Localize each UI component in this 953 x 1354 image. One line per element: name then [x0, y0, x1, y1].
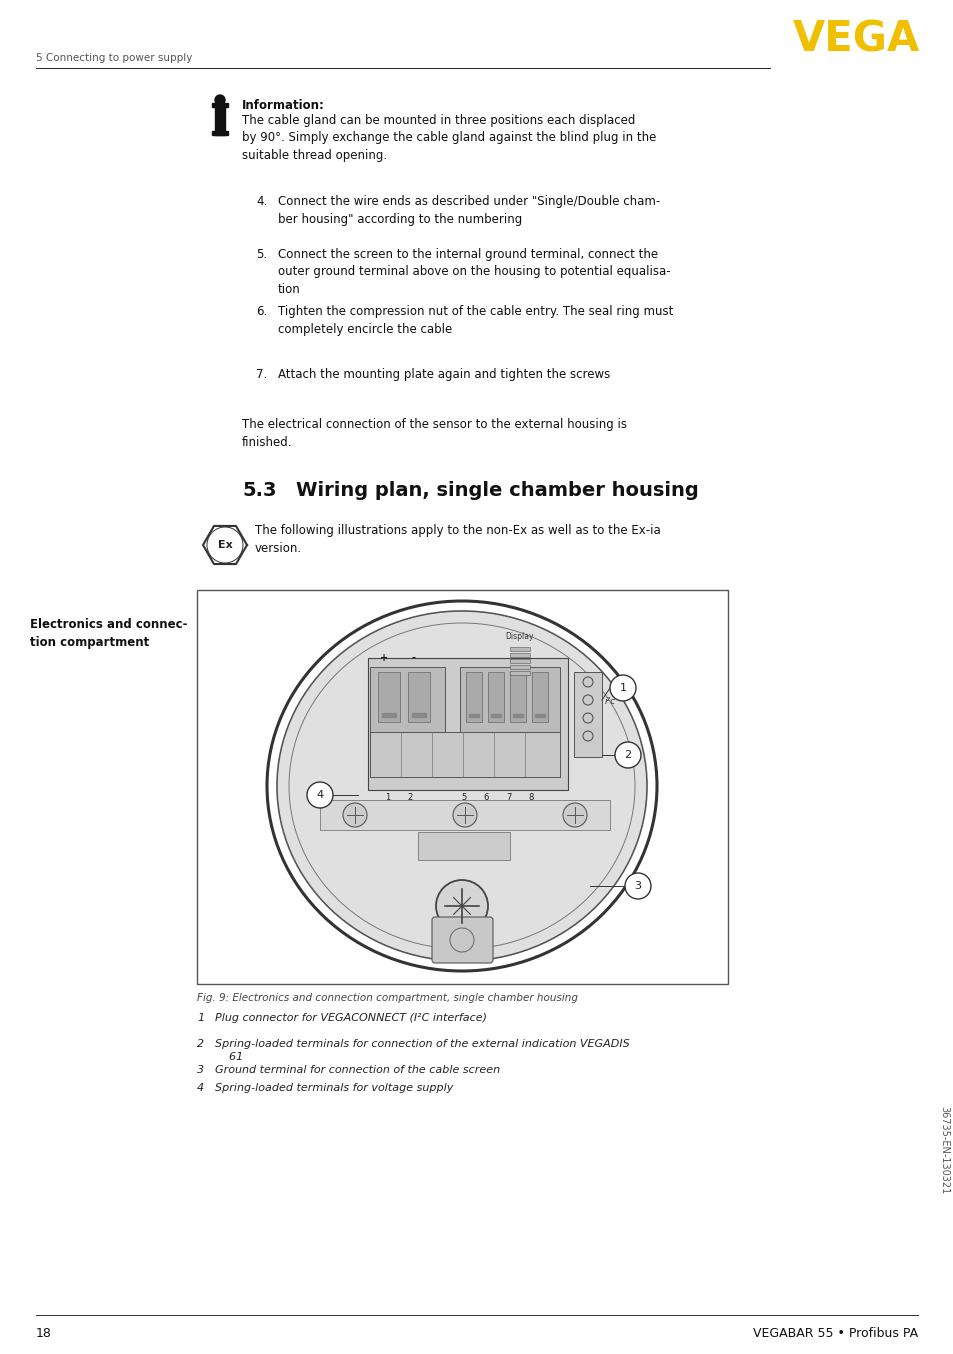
Bar	[412, 714, 426, 718]
Text: Information:: Information:	[242, 99, 325, 112]
Text: 2: 2	[196, 1039, 204, 1049]
Bar	[319, 800, 609, 830]
Bar	[510, 665, 530, 669]
Bar	[510, 672, 525, 722]
Bar	[488, 672, 503, 722]
Bar	[513, 714, 522, 718]
Circle shape	[615, 742, 640, 768]
Ellipse shape	[277, 612, 645, 960]
Bar	[370, 733, 559, 777]
Text: VEGA: VEGA	[792, 18, 919, 60]
Circle shape	[624, 873, 650, 899]
Text: Spring-loaded terminals for voltage supply: Spring-loaded terminals for voltage supp…	[214, 1083, 453, 1093]
Text: 36735-EN-130321: 36735-EN-130321	[938, 1106, 948, 1194]
Text: 2: 2	[624, 750, 631, 760]
Text: The following illustrations apply to the non-Ex as well as to the Ex-ia
version.: The following illustrations apply to the…	[254, 524, 660, 555]
Text: Fig. 9: Electronics and connection compartment, single chamber housing: Fig. 9: Electronics and connection compa…	[196, 992, 578, 1003]
Bar	[196, 590, 727, 984]
Bar	[459, 668, 559, 733]
Text: Display: Display	[505, 632, 534, 640]
Circle shape	[453, 803, 476, 827]
Text: Spring-loaded terminals for connection of the external indication VEGADIS
    61: Spring-loaded terminals for connection o…	[214, 1039, 629, 1062]
Text: 6: 6	[483, 793, 488, 802]
Bar	[370, 668, 444, 733]
Text: 1: 1	[385, 793, 390, 802]
Text: 5.3: 5.3	[242, 481, 276, 500]
Text: Connect the screen to the internal ground terminal, connect the
outer ground ter: Connect the screen to the internal groun…	[277, 248, 670, 297]
Text: 8: 8	[528, 793, 533, 802]
Circle shape	[436, 880, 488, 932]
Text: 5 Connecting to power supply: 5 Connecting to power supply	[36, 53, 193, 64]
Bar	[535, 714, 544, 718]
Text: -: -	[412, 653, 416, 663]
Circle shape	[343, 803, 367, 827]
Text: Attach the mounting plate again and tighten the screws: Attach the mounting plate again and tigh…	[277, 368, 610, 380]
Text: 5: 5	[461, 793, 466, 802]
Text: 1: 1	[196, 1013, 204, 1024]
Bar	[368, 658, 567, 789]
Bar	[465, 672, 481, 722]
Text: 4: 4	[316, 789, 323, 800]
Bar	[510, 647, 530, 651]
Bar	[381, 714, 395, 718]
Circle shape	[562, 803, 586, 827]
Text: 4: 4	[196, 1083, 204, 1093]
Text: 7: 7	[506, 793, 511, 802]
Circle shape	[214, 95, 225, 106]
Text: Connect the wire ends as described under "Single/Double cham-
ber housing" accor: Connect the wire ends as described under…	[277, 195, 659, 226]
Bar	[574, 672, 601, 757]
Text: Ground terminal for connection of the cable screen: Ground terminal for connection of the ca…	[214, 1066, 499, 1075]
Text: +: +	[379, 653, 388, 663]
Text: Wiring plan, single chamber housing: Wiring plan, single chamber housing	[295, 481, 698, 500]
Text: 1: 1	[618, 682, 626, 693]
Bar	[214, 106, 225, 135]
Text: Tighten the compression nut of the cable entry. The seal ring must
completely en: Tighten the compression nut of the cable…	[277, 305, 673, 336]
Bar	[417, 831, 510, 860]
Text: 3: 3	[196, 1066, 204, 1075]
FancyBboxPatch shape	[432, 917, 493, 963]
Text: 2: 2	[407, 793, 413, 802]
Bar	[510, 659, 530, 663]
Bar	[212, 103, 228, 107]
Bar	[212, 131, 228, 135]
Bar	[469, 714, 478, 718]
Bar	[510, 672, 530, 676]
Text: i²c: i²c	[604, 697, 616, 707]
Text: The cable gland can be mounted in three positions each displaced
by 90°. Simply : The cable gland can be mounted in three …	[242, 114, 656, 162]
Circle shape	[307, 783, 333, 808]
Bar	[377, 672, 399, 722]
Text: VEGABAR 55 • Profibus PA: VEGABAR 55 • Profibus PA	[752, 1327, 917, 1340]
Text: 7.: 7.	[255, 368, 267, 380]
Circle shape	[609, 676, 636, 701]
Bar	[532, 672, 547, 722]
Text: The electrical connection of the sensor to the external housing is
finished.: The electrical connection of the sensor …	[242, 418, 626, 448]
Text: 18: 18	[36, 1327, 51, 1340]
Bar	[510, 653, 530, 657]
Text: Plug connector for VEGACONNECT (I²C interface): Plug connector for VEGACONNECT (I²C inte…	[214, 1013, 486, 1024]
Text: 5.: 5.	[255, 248, 267, 261]
Text: 4.: 4.	[255, 195, 267, 209]
Bar	[491, 714, 500, 718]
Bar	[408, 672, 430, 722]
Text: Ex: Ex	[217, 540, 233, 550]
Text: Electronics and connec-
tion compartment: Electronics and connec- tion compartment	[30, 617, 188, 649]
Text: 3: 3	[634, 881, 640, 891]
Text: 6.: 6.	[255, 305, 267, 318]
